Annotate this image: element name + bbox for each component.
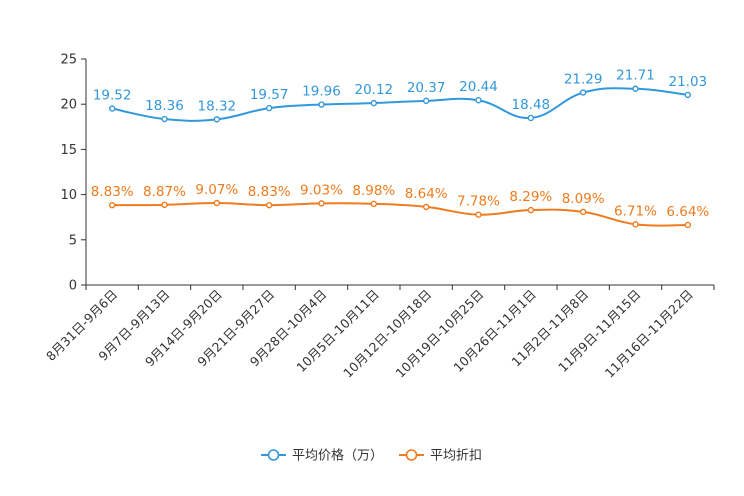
data-point xyxy=(684,91,692,99)
data-point xyxy=(108,105,116,112)
data-label: 8.83% xyxy=(91,184,134,200)
data-label: 8.98% xyxy=(352,183,395,199)
data-label: 9.07% xyxy=(195,182,238,198)
data-point xyxy=(318,101,325,108)
data-label: 19.96 xyxy=(302,84,341,100)
data-label: 8.09% xyxy=(562,191,605,207)
legend-label: 平均折扣 xyxy=(430,449,482,464)
data-point xyxy=(684,221,692,229)
series-line-1 xyxy=(111,87,688,122)
y-tick-label: 25 xyxy=(60,53,77,68)
legend-item-1[interactable]: 平均价格（万） xyxy=(261,448,383,464)
x-tick-label: 11月16日-11月22日 xyxy=(602,287,696,381)
data-label: 6.64% xyxy=(666,204,709,220)
data-point xyxy=(108,201,116,209)
data-label: 19.52 xyxy=(93,88,132,104)
series-line-2 xyxy=(112,202,688,227)
data-point xyxy=(632,85,639,92)
data-point xyxy=(527,206,535,214)
data-label: 21.29 xyxy=(564,72,603,88)
data-label: 20.44 xyxy=(459,79,498,95)
legend-marker-icon xyxy=(267,449,280,461)
data-label: 19.57 xyxy=(250,87,289,103)
data-point xyxy=(422,97,430,105)
data-label: 9.03% xyxy=(300,182,343,198)
data-label: 21.03 xyxy=(669,74,708,90)
data-point xyxy=(318,200,325,207)
legend-marker-icon xyxy=(405,449,418,461)
x-tick-label: 10月12日-10月18日 xyxy=(340,287,434,381)
data-label: 20.37 xyxy=(407,80,446,96)
data-label: 8.64% xyxy=(405,186,448,202)
data-point xyxy=(422,203,430,211)
y-tick-label: 0 xyxy=(69,279,77,294)
data-label: 8.87% xyxy=(143,184,186,200)
x-tick-label: 10月19日-10月25日 xyxy=(392,287,486,381)
data-label: 18.36 xyxy=(145,98,184,114)
data-label: 6.71% xyxy=(614,203,657,219)
data-point xyxy=(213,199,221,207)
data-point xyxy=(213,116,221,123)
data-point xyxy=(370,99,378,107)
data-label: 7.78% xyxy=(457,194,500,210)
legend-item-2[interactable]: 平均折扣 xyxy=(399,449,482,464)
legend-label: 平均价格（万） xyxy=(292,448,383,464)
data-label: 20.12 xyxy=(355,82,394,98)
data-point xyxy=(370,200,378,208)
data-point xyxy=(265,201,273,209)
data-point xyxy=(265,104,273,112)
data-point xyxy=(579,89,587,96)
data-point xyxy=(475,211,482,218)
data-label: 21.71 xyxy=(616,68,655,84)
data-label: 18.32 xyxy=(198,98,237,114)
data-point xyxy=(161,201,168,209)
chart-series xyxy=(108,85,692,229)
chart-legend[interactable]: 平均价格（万） 平均折扣 xyxy=(261,448,482,464)
y-tick-label: 15 xyxy=(60,143,77,158)
data-point xyxy=(475,97,482,104)
data-label: 18.48 xyxy=(512,97,551,113)
data-point xyxy=(527,114,535,122)
data-label: 8.83% xyxy=(248,184,291,200)
data-point xyxy=(579,208,587,216)
y-tick-label: 10 xyxy=(60,188,77,203)
y-tick-label: 5 xyxy=(69,233,77,248)
data-point xyxy=(632,221,639,228)
data-point xyxy=(161,115,168,123)
data-label: 8.29% xyxy=(509,189,552,205)
data-labels: 19.52 18.36 18.32 19.57 19.96 20.12 20.37 20.44… xyxy=(91,68,710,220)
y-tick-label: 20 xyxy=(60,98,77,113)
